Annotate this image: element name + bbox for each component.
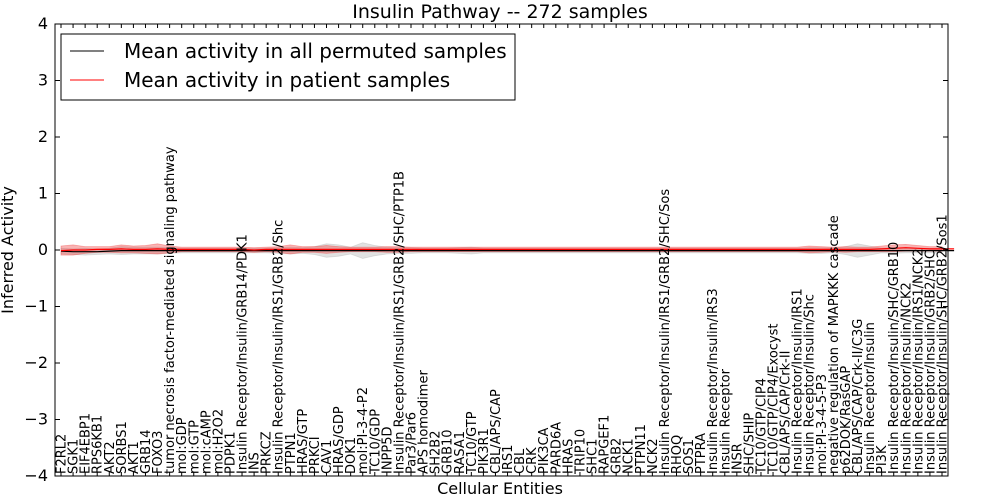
x-category-label: TC10/GDP [368,409,383,475]
y-tick-label: −2 [24,353,48,372]
x-category-label: GRB2 [610,438,625,474]
y-tick-label: 0 [38,240,48,259]
x-category-label: CRK [525,447,540,474]
series-lines [60,247,955,253]
x-category-label: GRB14 [139,429,154,474]
x-category-label: Insulin Receptor/Insulin/IRS1 [791,288,806,474]
x-category-label: HRAS/GTP [296,409,311,474]
x-category-label: EIF4EBP1 [79,413,94,474]
x-category-label: FOXO3 [151,431,166,474]
x-axis-category-labels: F2RL2SGK1EIF4EBP1RPS6KB1AKT2SORBS1AKT1GR… [55,146,951,475]
x-category-label: mol:PI-3-4-5-P3 [815,374,830,474]
legend-label-patient: Mean activity in patient samples [124,68,450,92]
x-category-label: AKT2 [103,441,118,474]
y-axis-label: Inferred Activity [0,186,17,314]
x-category-label: PTPN1 [284,432,299,474]
x-category-label: mol:GTP [187,420,202,474]
x-category-label: negative regulation of MAPKKK cascade [827,215,842,474]
x-category-label: Insulin Receptor [718,368,733,474]
x-axis-label: Cellular Entities [437,479,563,498]
x-category-label: CBL/APS/CAP [489,389,504,474]
patient-mean-line [60,247,955,252]
x-category-label: F2RL2 [55,434,70,474]
x-category-label: Insulin Receptor/Insulin/SHC/GRB2/Sos1 [936,214,951,474]
x-category-label: PARD6A [549,422,564,474]
x-category-label: mol:PI-3-4-P2 [356,387,371,474]
x-category-label: Insulin Receptor/Insulin/IRS3 [706,288,721,474]
x-category-label: Par3/Par6 [405,412,420,474]
y-tick-label: −4 [24,466,48,485]
x-category-label: Insulin Receptor/Insulin/IRS1/GRB2/SHC/P… [392,171,407,474]
x-category-label: mol:GDP [175,417,190,474]
x-category-label: NCK2 [646,438,661,474]
x-category-label: mol:cAMP [199,410,214,474]
permuted-mean-line [60,250,955,253]
x-category-label: SOS1 [682,439,697,474]
x-category-label: Insulin Receptor/Insulin/GRB14/PDK1 [236,234,251,474]
x-category-label: tumor necrosis factor-mediated signaling… [163,146,178,474]
x-category-label: PDPK1 [224,432,239,475]
x-category-label: SORBS1 [115,421,130,474]
x-category-label: SHC/SHIP [742,413,757,474]
x-category-label: TC10/GTP/CIP4/Exocyst [767,323,782,475]
x-category-label: RASA1 [453,431,468,474]
x-category-label: SGK1 [67,439,82,474]
x-category-label: CBL [513,448,528,474]
x-category-label: PTPN11 [634,424,649,474]
x-category-label: Insulin Receptor/Insulin/NCK2 [899,282,914,474]
x-category-label: APS homodimer [417,370,432,474]
x-category-label: Insulin Receptor/Insulin/GRB2/SHC [923,250,938,474]
x-category-label: Insulin Receptor/Insulin/SHC/GRB10 [887,242,902,474]
x-category-label: DOK1 [344,437,359,474]
legend: Mean activity in all permuted samples Me… [60,33,516,101]
x-category-label: TC10/GTP [465,411,480,475]
x-category-label: TRIP10 [573,429,588,475]
x-category-label: SHC1 [586,439,601,474]
x-category-label: INS [248,452,263,474]
x-category-label: NCK1 [622,438,637,474]
x-category-label: RPS6KB1 [91,415,106,474]
y-axis-ticks: −4 −3 −2 −1 0 1 2 3 4 [24,14,948,485]
x-category-label: mol:H2O2 [211,409,226,474]
x-category-label: GRB10 [441,429,456,474]
x-category-label: TC10/GTP/CIP4 [755,378,770,475]
x-category-label: PIK3CA [537,427,552,474]
x-category-label: HRAS/GDP [332,406,347,474]
x-category-label: PRKCZ [260,431,275,474]
y-tick-label: 1 [38,184,48,203]
y-tick-label: −3 [24,410,48,429]
y-tick-label: 3 [38,71,48,90]
x-category-label: CBL/APS/CAP/Crk-II/C3G [851,319,866,474]
y-tick-label: 4 [38,14,48,33]
x-category-label: IRS1 [501,445,516,474]
x-category-label: PIK3R1 [477,428,492,474]
x-category-label: INSR [730,443,745,474]
chart-title: Insulin Pathway -- 272 samples [352,1,647,23]
x-category-label: Insulin Receptor/Insulin/IRS1/NCK2 [911,248,926,474]
x-category-label: HRAS [561,439,576,474]
x-category-label: CBL/APS/CAP/Crk-II [779,351,794,474]
plot-frame [54,23,949,477]
x-category-label: PTPRA [694,433,709,474]
x-category-label: SH2B2 [429,431,444,475]
legend-box [60,33,516,101]
x-category-label: RAPGEF1 [598,415,613,474]
x-category-label: Insulin Receptor/Insulin [863,322,878,474]
legend-label-permuted: Mean activity in all permuted samples [124,39,507,63]
x-category-label: p62DOK/RasGAP [839,366,854,474]
x-category-label: PRKCI [308,436,323,474]
y-tick-label: 2 [38,127,48,146]
x-axis-ticks [60,24,943,476]
x-category-label: Insulin Receptor/Insulin/IRS1/GRB2/SHC/S… [658,189,673,474]
x-category-label: CAV1 [320,440,335,474]
x-category-label: Insulin Receptor/Insulin/Shc [803,294,818,474]
x-category-label: Insulin Receptor/Insulin/IRS1/GRB2/Shc [272,220,287,474]
x-category-label: RHOQ [670,435,685,474]
x-category-label: AKT1 [127,441,142,474]
x-category-label: PI3K [875,445,890,474]
x-category-label: INPP5D [380,426,395,474]
y-tick-label: −1 [24,297,48,316]
